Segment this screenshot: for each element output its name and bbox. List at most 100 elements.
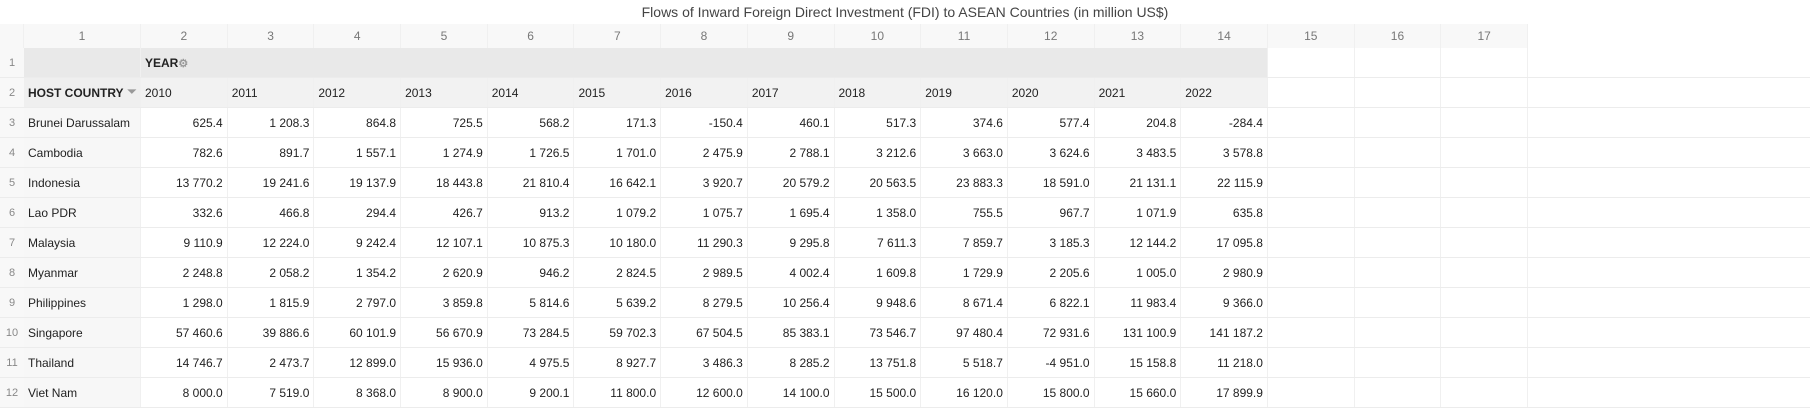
fdi-value-cell[interactable]: 16 642.1 xyxy=(574,168,662,197)
column-number-8[interactable]: 8 xyxy=(661,24,748,48)
fdi-value-cell[interactable]: 1 695.4 xyxy=(748,198,835,227)
fdi-value-cell[interactable]: 466.8 xyxy=(228,198,315,227)
column-number-11[interactable]: 11 xyxy=(921,24,1008,48)
fdi-value-cell[interactable]: 517.3 xyxy=(835,108,922,137)
fdi-value-cell[interactable]: 1 701.0 xyxy=(574,138,662,167)
row-number[interactable]: 7 xyxy=(0,228,24,257)
year-header-cell[interactable]: 2013 xyxy=(401,78,488,107)
empty-cell[interactable] xyxy=(1441,138,1528,167)
fdi-value-cell[interactable]: 73 546.7 xyxy=(835,318,922,347)
fdi-value-cell[interactable]: 967.7 xyxy=(1008,198,1095,227)
fdi-value-cell[interactable]: 9 295.8 xyxy=(748,228,835,257)
fdi-value-cell[interactable]: 625.4 xyxy=(141,108,228,137)
empty-cell[interactable] xyxy=(1354,318,1442,347)
fdi-value-cell[interactable]: 15 500.0 xyxy=(835,378,922,407)
row-number[interactable]: 2 xyxy=(0,78,24,107)
empty-cell[interactable] xyxy=(1354,348,1442,377)
fdi-value-cell[interactable]: 891.7 xyxy=(228,138,315,167)
fdi-value-cell[interactable]: 2 989.5 xyxy=(661,258,748,287)
fdi-value-cell[interactable]: 1 557.1 xyxy=(314,138,402,167)
fdi-value-cell[interactable]: 13 751.8 xyxy=(835,348,922,377)
fdi-value-cell[interactable]: 3 185.3 xyxy=(1008,228,1095,257)
row-number[interactable]: 4 xyxy=(0,138,24,167)
fdi-value-cell[interactable]: 12 144.2 xyxy=(1095,228,1182,257)
empty-cell[interactable] xyxy=(1441,288,1528,317)
fdi-value-cell[interactable]: 9 110.9 xyxy=(141,228,228,257)
fdi-value-cell[interactable]: 9 948.6 xyxy=(835,288,922,317)
empty-cell[interactable] xyxy=(1354,108,1442,137)
row-number[interactable]: 1 xyxy=(0,48,24,77)
fdi-value-cell[interactable]: 1 075.7 xyxy=(661,198,748,227)
fdi-value-cell[interactable]: 19 137.9 xyxy=(314,168,402,197)
fdi-value-cell[interactable]: 294.4 xyxy=(314,198,402,227)
column-number-16[interactable]: 16 xyxy=(1354,24,1442,48)
empty-cell[interactable] xyxy=(1354,48,1442,77)
empty-cell[interactable] xyxy=(1267,78,1355,107)
fdi-value-cell[interactable]: 2 058.2 xyxy=(228,258,315,287)
fdi-value-cell[interactable]: 3 578.8 xyxy=(1181,138,1268,167)
column-number-1[interactable]: 1 xyxy=(24,24,141,48)
fdi-value-cell[interactable]: 8 671.4 xyxy=(921,288,1008,317)
fdi-value-cell[interactable]: 460.1 xyxy=(748,108,835,137)
country-name-cell[interactable]: Cambodia xyxy=(24,138,141,167)
fdi-value-cell[interactable]: 6 822.1 xyxy=(1008,288,1095,317)
fdi-value-cell[interactable]: 426.7 xyxy=(401,198,488,227)
fdi-value-cell[interactable]: 3 483.5 xyxy=(1095,138,1182,167)
fdi-value-cell[interactable]: 14 100.0 xyxy=(748,378,835,407)
country-name-cell[interactable]: Indonesia xyxy=(24,168,141,197)
empty-cell[interactable] xyxy=(1268,48,1355,77)
fdi-value-cell[interactable]: 913.2 xyxy=(488,198,575,227)
year-header-cell[interactable]: 2022 xyxy=(1181,78,1268,107)
fdi-value-cell[interactable]: 8 279.5 xyxy=(661,288,748,317)
fdi-value-cell[interactable]: 17 095.8 xyxy=(1181,228,1268,257)
empty-cell[interactable] xyxy=(1354,168,1442,197)
empty-cell[interactable] xyxy=(1354,198,1442,227)
fdi-value-cell[interactable]: 1 609.8 xyxy=(835,258,922,287)
fdi-value-cell[interactable]: 19 241.6 xyxy=(228,168,315,197)
empty-cell[interactable] xyxy=(1267,258,1355,287)
column-number-17[interactable]: 17 xyxy=(1441,24,1528,48)
country-name-cell[interactable]: Thailand xyxy=(24,348,141,377)
fdi-value-cell[interactable]: 72 931.6 xyxy=(1008,318,1095,347)
fdi-value-cell[interactable]: 12 600.0 xyxy=(661,378,748,407)
fdi-value-cell[interactable]: -150.4 xyxy=(661,108,748,137)
row-number[interactable]: 11 xyxy=(0,348,24,377)
fdi-value-cell[interactable]: 8 927.7 xyxy=(574,348,662,377)
empty-cell[interactable] xyxy=(1354,228,1442,257)
fdi-value-cell[interactable]: 23 883.3 xyxy=(921,168,1008,197)
fdi-value-cell[interactable]: -4 951.0 xyxy=(1008,348,1095,377)
fdi-value-cell[interactable]: 12 899.0 xyxy=(314,348,402,377)
country-name-cell[interactable]: Myanmar xyxy=(24,258,141,287)
fdi-value-cell[interactable]: 10 256.4 xyxy=(748,288,835,317)
fdi-value-cell[interactable]: 60 101.9 xyxy=(314,318,402,347)
fdi-value-cell[interactable]: 11 983.4 xyxy=(1095,288,1182,317)
empty-cell[interactable] xyxy=(1441,168,1528,197)
empty-cell[interactable] xyxy=(1354,378,1442,407)
fdi-value-cell[interactable]: 7 519.0 xyxy=(228,378,315,407)
corner-cell[interactable] xyxy=(0,24,24,48)
fdi-value-cell[interactable]: 14 746.7 xyxy=(141,348,228,377)
year-header-cell[interactable]: 2016 xyxy=(661,78,748,107)
fdi-value-cell[interactable]: 5 639.2 xyxy=(574,288,662,317)
empty-corner-cell[interactable] xyxy=(24,48,141,77)
fdi-value-cell[interactable]: 3 212.6 xyxy=(835,138,922,167)
fdi-value-cell[interactable]: 1 298.0 xyxy=(141,288,228,317)
fdi-value-cell[interactable]: 73 284.5 xyxy=(488,318,575,347)
fdi-value-cell[interactable]: 18 591.0 xyxy=(1008,168,1095,197)
fdi-value-cell[interactable]: 1 208.3 xyxy=(228,108,315,137)
empty-cell[interactable] xyxy=(1354,78,1442,107)
fdi-value-cell[interactable]: 1 729.9 xyxy=(921,258,1008,287)
fdi-value-cell[interactable]: 4 975.5 xyxy=(488,348,575,377)
fdi-value-cell[interactable]: 4 002.4 xyxy=(748,258,835,287)
empty-cell[interactable] xyxy=(1354,258,1442,287)
empty-cell[interactable] xyxy=(1441,378,1528,407)
year-header-cell[interactable]: 2012 xyxy=(314,78,402,107)
fdi-value-cell[interactable]: 3 486.3 xyxy=(661,348,748,377)
year-header-cell[interactable]: 2010 xyxy=(141,78,228,107)
row-number[interactable]: 3 xyxy=(0,108,24,137)
country-name-cell[interactable]: Singapore xyxy=(24,318,141,347)
fdi-value-cell[interactable]: 67 504.5 xyxy=(661,318,748,347)
fdi-value-cell[interactable]: 10 180.0 xyxy=(574,228,662,257)
empty-cell[interactable] xyxy=(1267,198,1355,227)
year-header-cell[interactable]: 2015 xyxy=(574,78,662,107)
